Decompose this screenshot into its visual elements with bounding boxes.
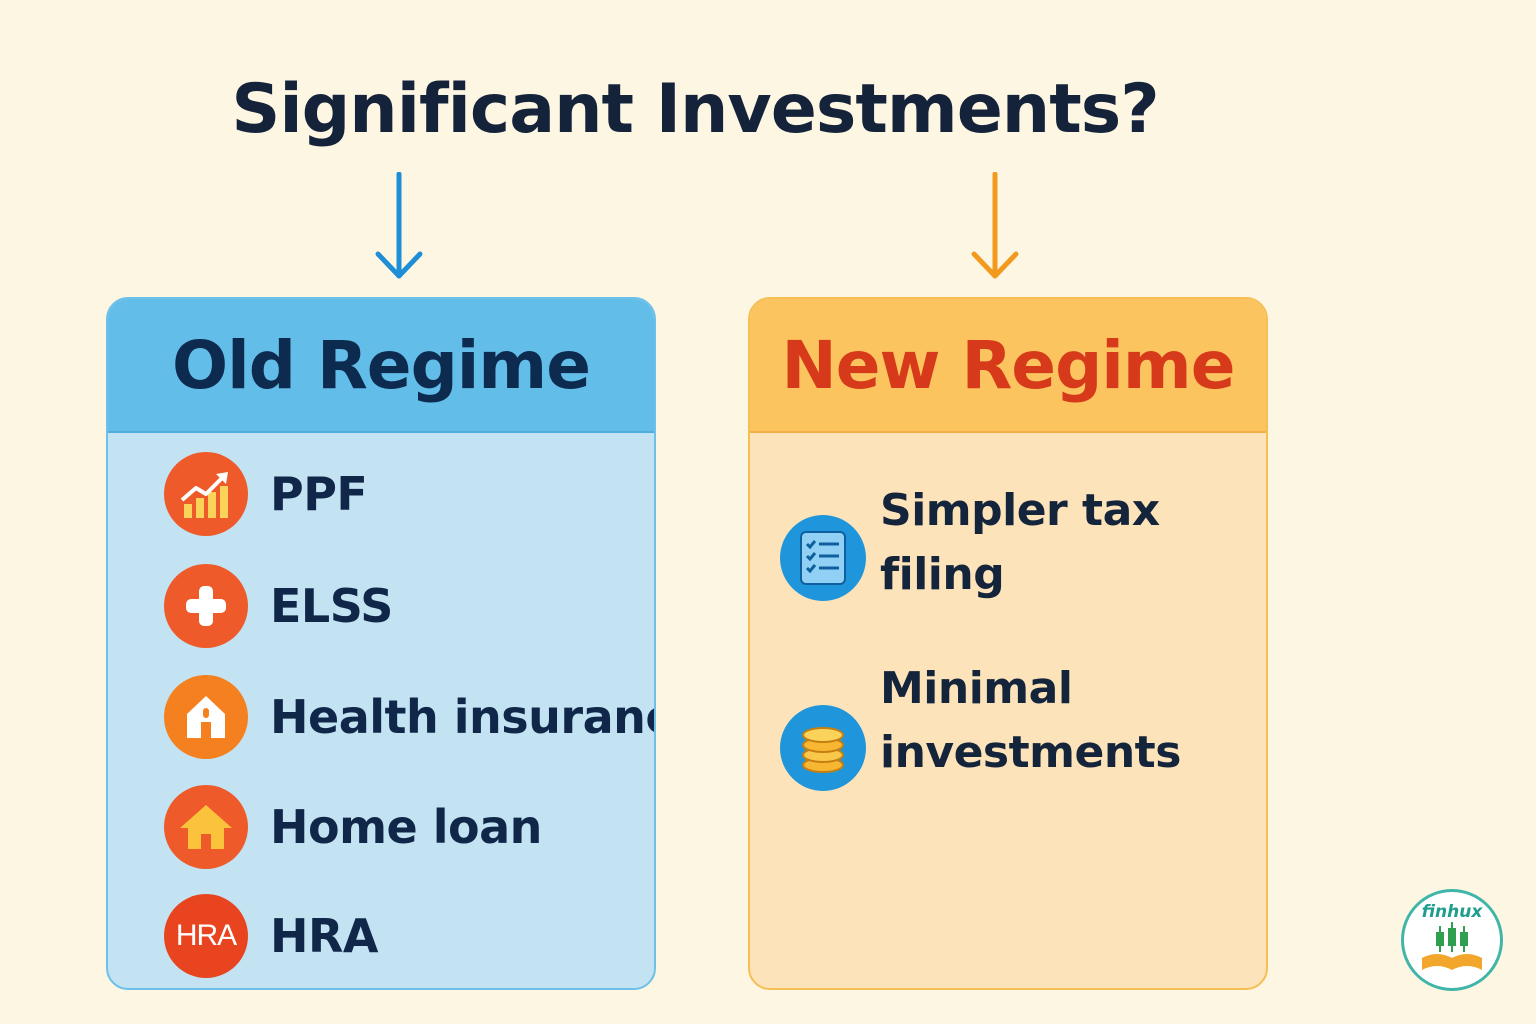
new-regime-panel: New Regime Simpler tax filing Minimal in…: [748, 297, 1268, 990]
new-regime-item-label-line1: Minimal: [880, 663, 1073, 714]
plus-icon: [164, 564, 248, 648]
old-regime-panel: Old Regime PPF ELSS: [106, 297, 656, 990]
arrow-down-right-icon: [970, 172, 1020, 282]
home-icon: [164, 785, 248, 869]
checklist-icon: [780, 515, 866, 601]
logo-text: finhux: [1421, 902, 1483, 922]
new-regime-item-simpler-tax-filing: Simpler tax filing: [880, 485, 1160, 600]
old-regime-item-elss: ELSS: [164, 564, 393, 648]
finhux-logo: finhux: [1401, 889, 1503, 991]
old-regime-item-ppf: PPF: [164, 452, 368, 536]
candlestick-book-icon: [1422, 922, 1482, 970]
page-title: Significant Investments?: [231, 70, 1159, 149]
growth-chart-icon: [164, 452, 248, 536]
new-regime-item-minimal-investments: Minimal investments: [880, 657, 1181, 785]
coins-icon: [780, 705, 866, 791]
new-regime-item-label-line2: investments: [880, 727, 1181, 778]
old-regime-item-label: PPF: [270, 467, 368, 521]
old-regime-item-hra: HRA HRA: [164, 894, 379, 978]
old-regime-item-label: Health insurance: [270, 690, 654, 744]
old-regime-item-label: Home loan: [270, 800, 542, 854]
old-regime-item-label: ELSS: [270, 579, 393, 633]
house-door-icon: [164, 675, 248, 759]
old-regime-heading: Old Regime: [108, 299, 654, 433]
old-regime-item-health-insurance: Health insurance: [164, 675, 654, 759]
old-regime-item-label: HRA: [270, 909, 379, 963]
new-regime-heading: New Regime: [750, 299, 1266, 433]
hra-badge-icon: HRA: [164, 894, 248, 978]
arrow-down-left-icon: [374, 172, 424, 282]
old-regime-item-home-loan: Home loan: [164, 785, 542, 869]
